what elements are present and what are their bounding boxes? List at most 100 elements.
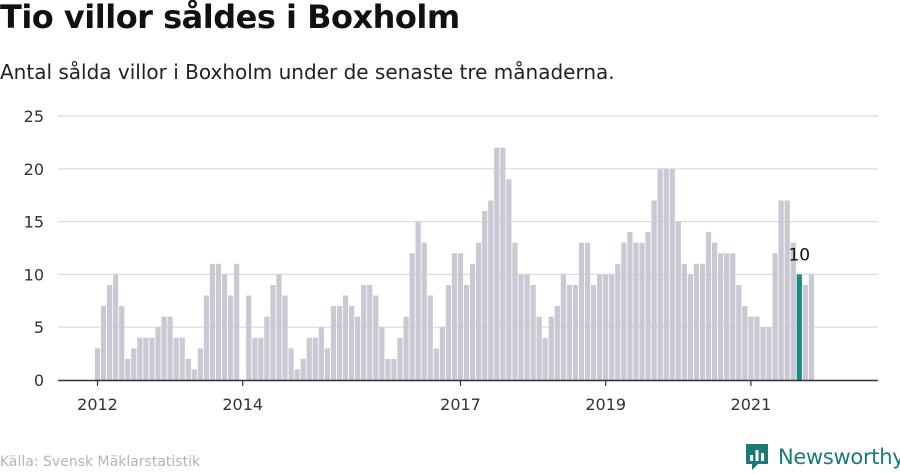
bar [766, 327, 772, 380]
bar [330, 306, 337, 380]
bar [760, 327, 766, 380]
bar [397, 337, 403, 380]
bar [512, 242, 518, 380]
bar [270, 284, 276, 380]
chart-title: Tio villor såldes i Boxholm [0, 0, 460, 36]
bar [778, 200, 784, 380]
bar [609, 274, 615, 380]
bar [463, 284, 470, 380]
bar [373, 295, 379, 380]
bar [300, 358, 306, 380]
bar [693, 263, 700, 380]
bar [742, 306, 748, 380]
bar [518, 274, 524, 380]
bar [500, 147, 506, 380]
bar [342, 295, 349, 380]
bar [119, 306, 125, 380]
bar [712, 242, 718, 380]
bar [754, 316, 760, 380]
bar [203, 295, 209, 380]
bar [730, 253, 736, 380]
bar [445, 284, 451, 380]
bar [476, 242, 482, 380]
bar [530, 284, 536, 380]
bar [524, 274, 530, 380]
bar [221, 274, 228, 380]
y-tick-label: 15 [24, 213, 44, 232]
bar [572, 284, 579, 380]
x-tick-label: 2019 [585, 395, 626, 414]
bar [627, 232, 633, 380]
bar [421, 242, 427, 380]
bar [554, 306, 560, 380]
bar [578, 242, 585, 380]
bar [264, 316, 270, 380]
bar [603, 274, 609, 380]
bar [179, 337, 185, 380]
bar [724, 253, 730, 380]
source-note: Källa: Svensk Mäklarstatistik [0, 454, 201, 470]
bar [718, 253, 724, 380]
bar [651, 200, 657, 380]
bar [482, 211, 488, 380]
bar [215, 263, 222, 380]
bar [276, 274, 282, 380]
bar [663, 168, 669, 380]
bar [427, 295, 433, 380]
bar [137, 337, 143, 380]
bar [439, 327, 445, 380]
bar [470, 263, 476, 380]
highlight-value-label: 10 [788, 245, 810, 265]
bar [185, 358, 191, 380]
bar [100, 306, 107, 380]
bar [548, 316, 554, 380]
bar [639, 242, 645, 380]
brand-logo[interactable]: Newsworthy [744, 442, 900, 472]
bar [705, 232, 712, 380]
bar [621, 242, 627, 380]
bar [591, 284, 597, 380]
bar [234, 263, 240, 380]
bar [324, 348, 330, 380]
bar [282, 295, 288, 380]
bar [336, 306, 343, 380]
bar [494, 147, 500, 380]
bar [736, 284, 742, 380]
bar [367, 284, 373, 380]
bar [191, 369, 197, 380]
bar [107, 284, 113, 380]
bar [228, 295, 234, 380]
bar [94, 348, 101, 380]
bar [161, 316, 167, 380]
bar [149, 337, 155, 380]
bar [687, 274, 693, 380]
x-tick-label: 2014 [222, 395, 263, 414]
bar [451, 253, 458, 380]
y-tick-label: 5 [34, 318, 44, 337]
bar [355, 316, 361, 380]
y-tick-label: 20 [24, 160, 44, 179]
bar [784, 200, 790, 380]
highlight-bar [796, 274, 802, 380]
bar [615, 263, 621, 380]
bar [306, 337, 312, 380]
bar [433, 348, 439, 380]
x-tick-label: 2012 [77, 395, 118, 414]
bar [197, 348, 203, 380]
bar [675, 221, 681, 380]
bar [584, 242, 591, 380]
bar [125, 358, 131, 380]
bar [131, 348, 137, 380]
bar [379, 327, 385, 380]
bar [294, 369, 300, 380]
bar [361, 284, 367, 380]
bar [288, 348, 294, 380]
bar [488, 200, 494, 380]
bar [560, 274, 566, 380]
bar [457, 253, 464, 380]
bar [155, 327, 161, 380]
bar [536, 316, 542, 380]
x-tick-label: 2017 [440, 395, 481, 414]
bar [542, 337, 548, 380]
